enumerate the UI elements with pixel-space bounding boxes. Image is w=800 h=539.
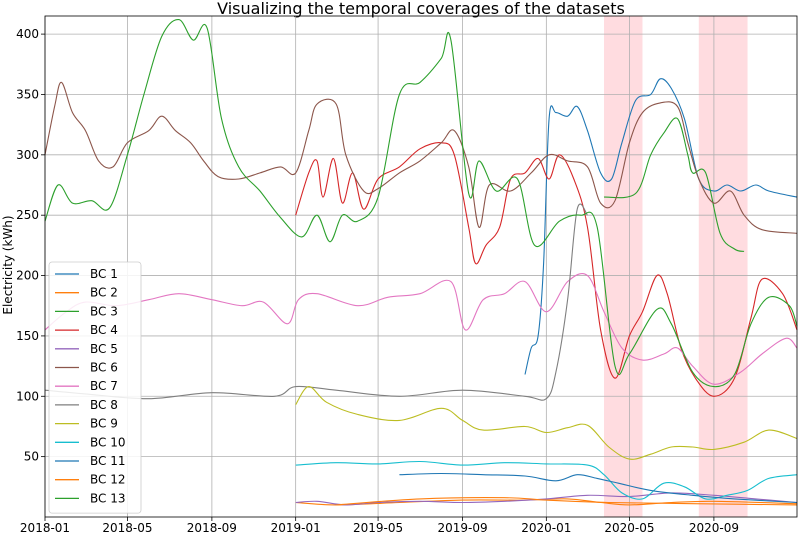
y-tick-label: 150: [16, 329, 39, 343]
series-line: [295, 498, 798, 506]
legend-label: BC 4: [90, 323, 118, 337]
legend-label: BC 9: [90, 417, 118, 431]
x-tick-label: 2019-09: [437, 521, 487, 535]
series-line: [44, 203, 588, 401]
series-line: [295, 492, 798, 506]
legend-box: [48, 261, 142, 514]
legend: BC 1 BC 2 BC 3 BC 4 BC 5 BC 6 BC 7 BC 8 BC 9 BC 1…: [48, 261, 142, 514]
series-layer: [44, 19, 798, 506]
highlight-band: [698, 16, 748, 517]
legend-label: BC 7: [90, 379, 118, 393]
x-tick-label: 2020-05: [604, 521, 654, 535]
legend-label: BC 5: [90, 342, 118, 356]
x-tick-label: 2018-01: [20, 521, 70, 535]
y-tick-label: 200: [16, 269, 39, 283]
y-tick-label: 400: [16, 27, 39, 41]
y-axis-label: Electricity (kWh): [1, 215, 15, 314]
legend-label: BC 2: [90, 286, 118, 300]
x-tick-label: 2020-09: [689, 521, 739, 535]
legend-label: BC 13: [90, 491, 125, 505]
x-tick-label: 2018-05: [102, 521, 152, 535]
chart-title: Visualizing the temporal coverages of th…: [217, 0, 625, 18]
series-line: [44, 272, 798, 385]
y-tick-label: 50: [24, 450, 39, 464]
plot-frame: [44, 15, 798, 518]
series-line: [295, 386, 798, 460]
y-tick-label: 100: [16, 389, 39, 403]
x-tick-label: 2018-09: [187, 521, 237, 535]
series-line: [295, 460, 798, 500]
legend-label: BC 1: [90, 267, 118, 281]
series-line: [44, 19, 798, 388]
grid-layer: [44, 16, 797, 517]
highlight-band: [604, 16, 643, 517]
y-tick-label: 250: [16, 208, 39, 222]
series-line: [603, 117, 745, 252]
x-tick-label: 2020-01: [521, 521, 571, 535]
highlight-layer: [604, 16, 748, 517]
series-line: [399, 472, 798, 504]
legend-label: BC 6: [90, 361, 118, 375]
series-line: [336, 497, 798, 506]
y-tick-label: 350: [16, 87, 39, 101]
legend-label: BC 3: [90, 304, 118, 318]
legend-label: BC 11: [90, 454, 125, 468]
x-tick-label: 2019-05: [353, 521, 403, 535]
legend-label: BC 8: [90, 398, 118, 412]
legend-label: BC 12: [90, 473, 125, 487]
y-tick-label: 300: [16, 148, 39, 162]
axes-layer: 50 100 150 200 250 300 350 400 2018-01 2018-05 201…: [16, 15, 798, 535]
series-line: [44, 81, 798, 234]
legend-label: BC 10: [90, 435, 125, 449]
x-tick-label: 2019-01: [271, 521, 321, 535]
